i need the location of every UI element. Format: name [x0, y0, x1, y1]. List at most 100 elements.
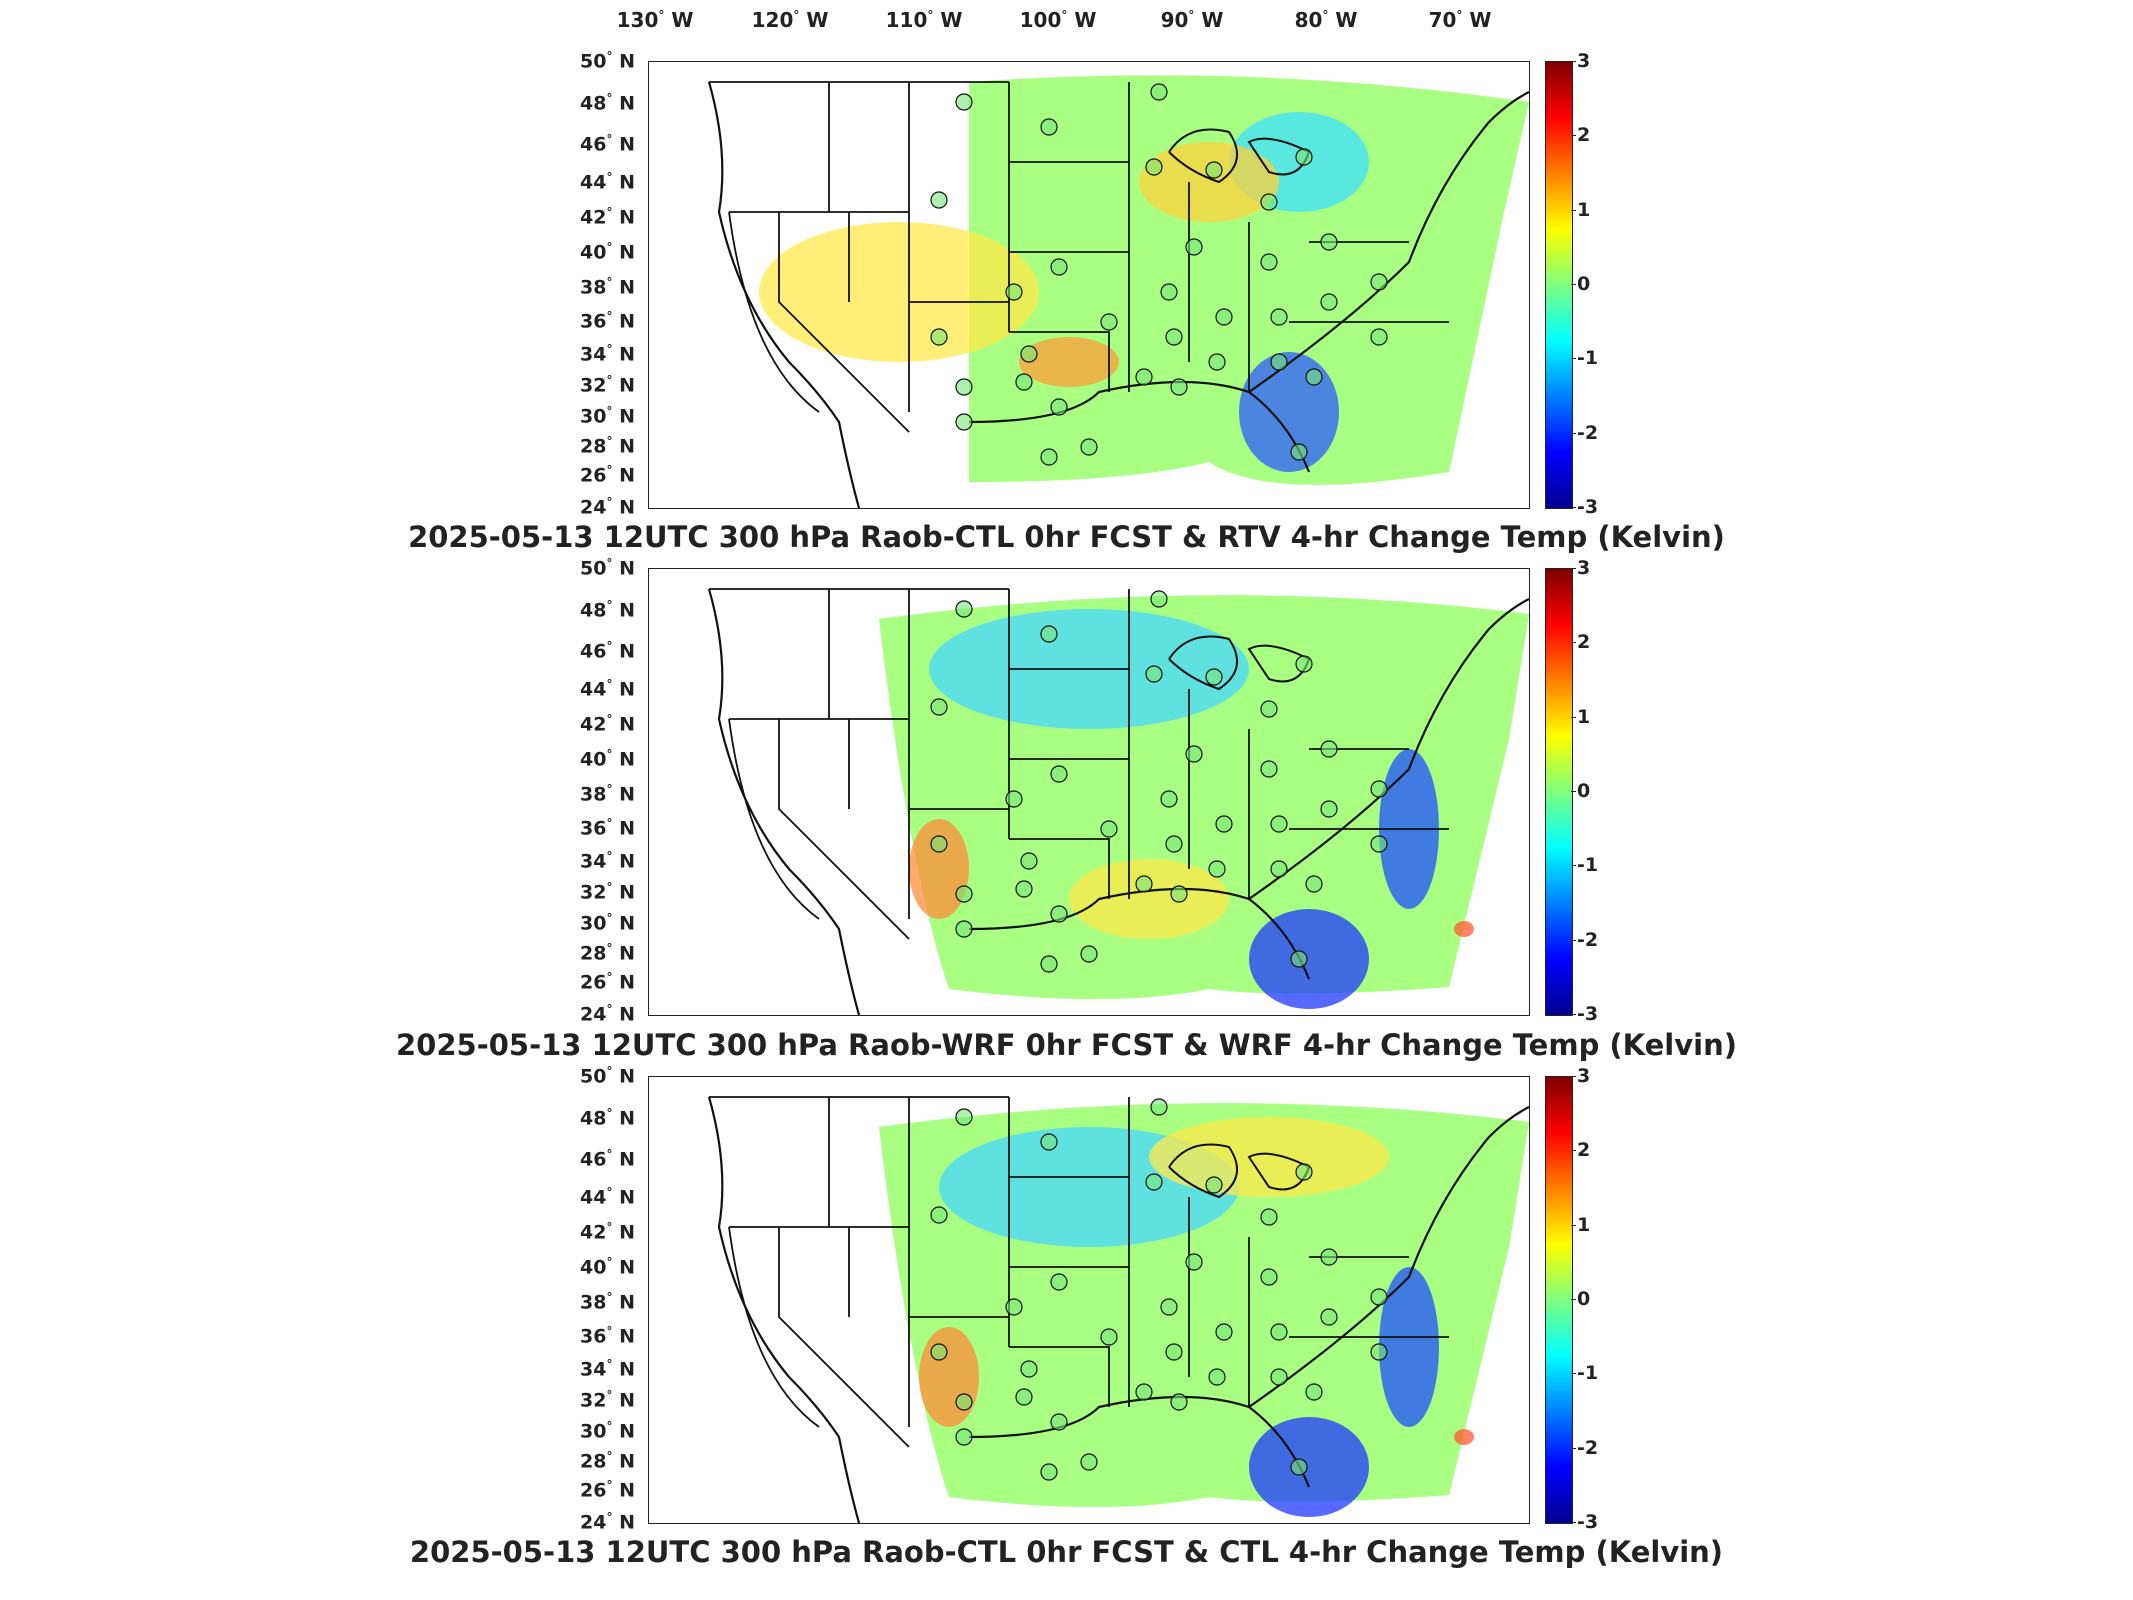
raob-station-marker: [1145, 665, 1163, 683]
lat-label: 32° N: [580, 880, 635, 904]
raob-station-marker: [955, 378, 973, 396]
raob-station-marker: [1165, 1343, 1183, 1361]
lat-label: 46° N: [580, 1147, 635, 1171]
raob-station-marker: [1260, 700, 1278, 718]
raob-station-marker: [1150, 83, 1168, 101]
raob-station-marker: [1208, 1368, 1226, 1386]
colorbar-tick-label: -2: [1577, 929, 1599, 951]
raob-station-marker: [1165, 835, 1183, 853]
colorbar-tick-mark: [1571, 1522, 1576, 1523]
raob-station-marker: [1165, 328, 1183, 346]
temperature-anomaly-blob: [1069, 859, 1229, 939]
temperature-anomaly-blob: [759, 222, 1039, 362]
raob-station-marker: [1370, 328, 1388, 346]
raob-station-marker: [1015, 880, 1033, 898]
lat-label: 36° N: [580, 816, 635, 840]
raob-station-marker: [1270, 308, 1288, 326]
raob-station-marker: [1005, 283, 1023, 301]
raob-station-marker: [1270, 815, 1288, 833]
temperature-field-map: [707, 75, 1529, 508]
lat-label: 32° N: [580, 1388, 635, 1412]
temperature-anomaly-blob: [919, 1327, 979, 1427]
temperature-anomaly-blob: [1454, 1429, 1474, 1445]
lat-label: 28° N: [580, 1449, 635, 1473]
temperature-anomaly-blob: [1379, 1267, 1439, 1427]
lat-label: 26° N: [580, 1478, 635, 1502]
panel-title: 2025-05-13 12UTC 300 hPa Raob-WRF 0hr FC…: [395, 1028, 1737, 1062]
lat-label: 44° N: [580, 170, 635, 194]
lon-label: 70° W: [1428, 8, 1492, 32]
colorbar-tick-label: 0: [1577, 1288, 1591, 1310]
raob-station-marker: [1170, 885, 1188, 903]
raob-station-marker: [1305, 1383, 1323, 1401]
raob-station-marker: [1320, 1248, 1338, 1266]
raob-station-marker: [955, 1428, 973, 1446]
colorbar-tick-label: 2: [1577, 124, 1591, 146]
colorbar-tick-mark: [1571, 1150, 1576, 1151]
lon-label: 110° W: [885, 8, 963, 32]
lon-suffix: W: [1201, 8, 1224, 32]
lat-label: 48° N: [580, 598, 635, 622]
colorbar-tick-mark: [1571, 1373, 1576, 1374]
raob-station-marker: [1370, 780, 1388, 798]
lon-suffix: W: [671, 8, 694, 32]
raob-station-marker: [955, 920, 973, 938]
state-boundaries: [709, 81, 1449, 433]
colorbar-tick-label: 1: [1577, 1214, 1591, 1236]
raob-station-marker: [1050, 258, 1068, 276]
lat-label: 36° N: [580, 1324, 635, 1348]
raob-station-marker: [1370, 835, 1388, 853]
lon-suffix: W: [1074, 8, 1097, 32]
colorbar-tick-mark: [1571, 791, 1576, 792]
raob-station-marker: [1040, 625, 1058, 643]
colorbar-tick-label: 3: [1577, 50, 1591, 72]
lat-label: 38° N: [580, 1290, 635, 1314]
raob-station-marker: [1320, 233, 1338, 251]
temperature-anomaly-blob: [1019, 337, 1119, 387]
lat-label: 28° N: [580, 941, 635, 965]
raob-station-marker: [955, 93, 973, 111]
raob-station-marker: [1260, 253, 1278, 271]
raob-station-marker: [955, 1393, 973, 1411]
lon-value: 130: [616, 8, 659, 32]
raob-station-marker: [955, 1108, 973, 1126]
lon-value: 90: [1160, 8, 1189, 32]
raob-station-marker: [955, 885, 973, 903]
raob-station-marker: [1040, 1133, 1058, 1151]
raob-station-marker: [1270, 860, 1288, 878]
colorbar-tick-mark: [1571, 1014, 1576, 1015]
raob-station-marker: [1020, 345, 1038, 363]
lat-label: 50° N: [580, 556, 635, 580]
temperature-anomaly-blob: [1239, 352, 1339, 472]
lat-label: 34° N: [580, 849, 635, 873]
temperature-anomaly-blob: [909, 819, 969, 919]
colorbar-tick-label: -3: [1577, 1511, 1599, 1533]
lat-label: 24° N: [580, 1002, 635, 1026]
lon-value: 110: [885, 8, 928, 32]
raob-station-marker: [1160, 1298, 1178, 1316]
lat-label: 46° N: [580, 639, 635, 663]
raob-station-marker: [1005, 790, 1023, 808]
lon-label: 130° W: [616, 8, 694, 32]
raob-station-marker: [1290, 950, 1308, 968]
raob-station-marker: [1260, 760, 1278, 778]
colorbar-tick-mark: [1571, 1299, 1576, 1300]
raob-station-marker: [1145, 158, 1163, 176]
colorbar-tick-label: -1: [1577, 347, 1599, 369]
raob-station-marker: [1135, 368, 1153, 386]
raob-station-marker: [1215, 815, 1233, 833]
longitude-axis: 130° W 120° W 110° W 100° W 90° W 80° W …: [0, 0, 2133, 40]
raob-station-marker: [1040, 1463, 1058, 1481]
raob-station-marker: [1205, 161, 1223, 179]
lat-label: 30° N: [580, 1419, 635, 1443]
raob-station-marker: [1020, 1360, 1038, 1378]
lat-label: 50° N: [580, 1064, 635, 1088]
colorbar-tick-label: -1: [1577, 854, 1599, 876]
raob-station-marker: [930, 1206, 948, 1224]
colorbar-tick-label: -3: [1577, 496, 1599, 518]
temperature-anomaly-blob: [1454, 921, 1474, 937]
raob-station-marker: [1015, 1388, 1033, 1406]
raob-station-marker: [1305, 368, 1323, 386]
raob-station-marker: [1185, 1253, 1203, 1271]
lon-value: 80: [1294, 8, 1323, 32]
